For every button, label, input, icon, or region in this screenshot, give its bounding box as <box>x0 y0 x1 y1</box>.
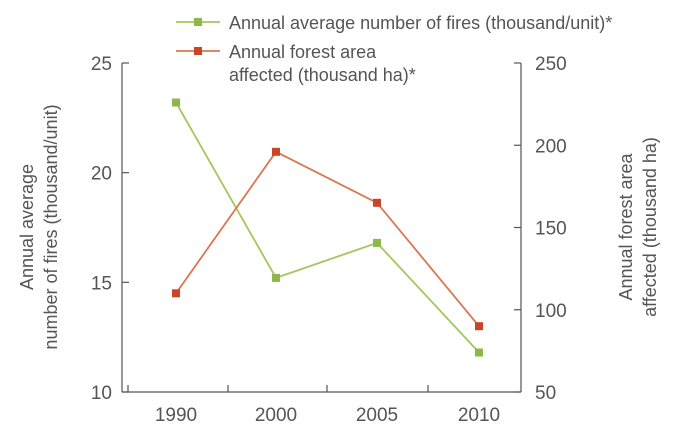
x-tick-label: 2010 <box>458 405 500 424</box>
series-1-point <box>373 238 381 247</box>
left-y-axis-title: Annual average number of fires (thousand/… <box>17 104 61 349</box>
legend: Annual average number of fires (thousand… <box>176 13 612 85</box>
series-markers-group <box>172 98 483 357</box>
right-y-tick-label: 200 <box>535 136 567 157</box>
left-y-tick-label: 10 <box>91 383 112 404</box>
right-y-axis-title: Annual forest area affected (thousand ha) <box>616 137 660 317</box>
axes-group <box>121 62 522 393</box>
x-tick-label: 1990 <box>155 405 197 424</box>
series-line-1 <box>175 102 480 354</box>
series-line-2 <box>175 150 480 327</box>
series-2-point <box>475 322 483 331</box>
left-y-tick-label: 15 <box>91 273 112 294</box>
right-y-axis-title-line: affected (thousand ha) <box>640 137 660 317</box>
left-y-tick-label: 25 <box>91 54 112 75</box>
legend-marker-2 <box>194 47 202 55</box>
legend-label: affected (thousand ha)* <box>229 65 416 85</box>
legend-label: Annual forest area <box>229 42 377 62</box>
series-2-point <box>272 147 280 156</box>
left-y-axis-title-line: Annual average <box>17 164 37 290</box>
series-2-point <box>172 289 180 298</box>
left-y-tick-label: 20 <box>91 164 112 185</box>
right-y-tick-label: 150 <box>535 219 567 240</box>
series-2-point <box>373 198 381 207</box>
x-tick-label: 2005 <box>356 405 398 424</box>
legend-label: Annual average number of fires (thousand… <box>229 13 612 33</box>
right-y-tick-label: 50 <box>535 383 556 404</box>
x-tick-label: 2000 <box>255 405 297 424</box>
series-1-point <box>172 98 180 107</box>
legend-marker-1 <box>194 18 202 26</box>
series-1-point <box>272 273 280 282</box>
right-y-tick-label: 100 <box>535 301 567 322</box>
right-y-tick-label: 250 <box>535 54 567 75</box>
axis-titles-group: Annual average number of fires (thousand/… <box>17 104 660 349</box>
tick-labels-group: 10 15 20 25 50 100 150 200 250 1990 2000 2005 2010 <box>91 54 567 424</box>
left-y-axis-title-line: number of fires (thousand/unit) <box>41 104 61 349</box>
right-y-axis-title-line: Annual forest area <box>616 152 636 300</box>
series-lines-group <box>175 102 480 354</box>
series-1-point <box>475 348 483 357</box>
